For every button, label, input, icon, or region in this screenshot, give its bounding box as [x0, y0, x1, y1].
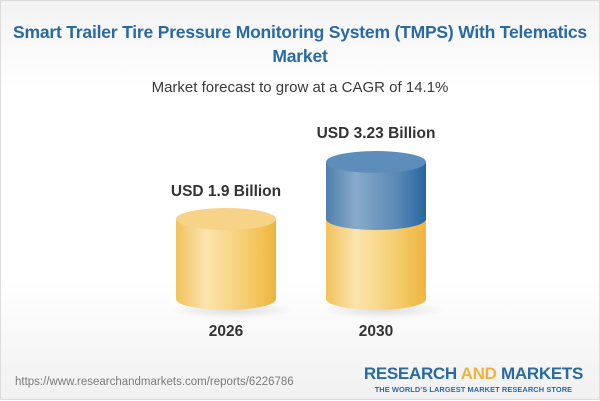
- value-label-2026: USD 1.9 Billion: [171, 183, 281, 200]
- logo-part-and: AND: [460, 364, 497, 383]
- chart-subtitle: Market forecast to grow at a CAGR of 14.…: [151, 79, 449, 96]
- category-label-2026: 2026: [209, 323, 244, 340]
- logo-part-research: RESEARCH: [363, 364, 461, 383]
- bar-2030: USD 3.23 Billion 2030: [317, 125, 445, 340]
- logo-part-markets: MARKETS: [496, 364, 583, 383]
- source-url[interactable]: https://www.researchandmarkets.com/repor…: [15, 376, 294, 388]
- category-label-2030: 2030: [359, 323, 393, 340]
- bar-2026: USD 1.9 Billion 2026: [171, 183, 295, 340]
- logo-wordmark: RESEARCH AND MARKETS: [364, 365, 583, 383]
- research-and-markets-logo: RESEARCH AND MARKETS THE WORLD'S LARGEST…: [364, 365, 583, 395]
- value-label-2030: USD 3.23 Billion: [317, 125, 436, 142]
- logo-tagline: THE WORLD'S LARGEST MARKET RESEARCH STOR…: [374, 385, 573, 394]
- chart-title: Smart Trailer Tire Pressure Monitoring S…: [13, 22, 587, 66]
